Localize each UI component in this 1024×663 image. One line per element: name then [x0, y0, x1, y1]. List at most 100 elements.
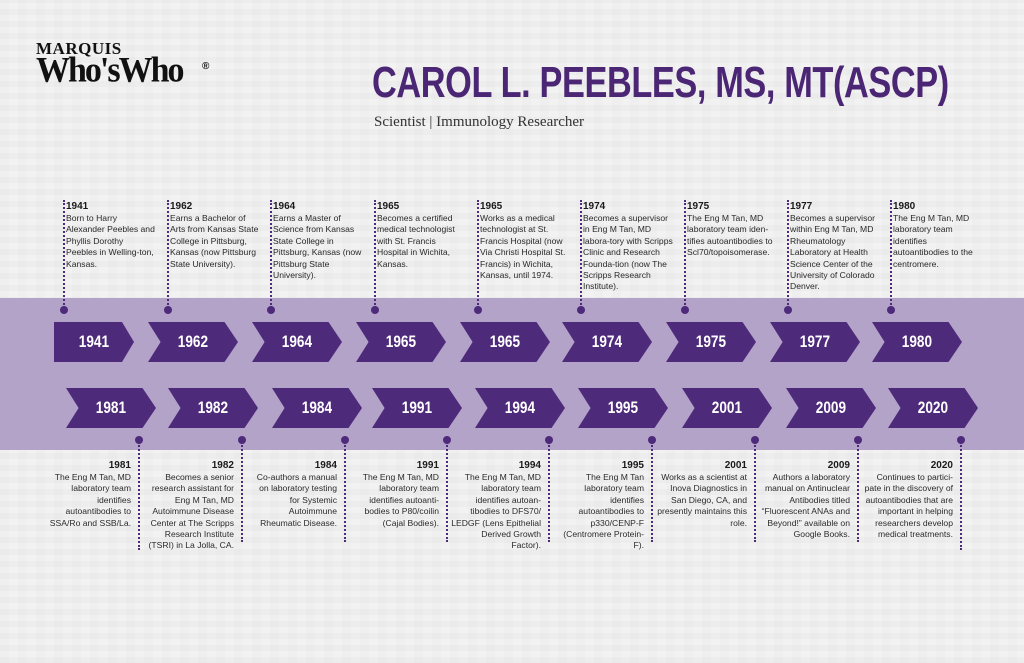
timeline-event-top: 1977 Becomes a supervisor within Eng M Ta…	[790, 201, 880, 293]
event-description: Works as a scientist at Inova Diagnostic…	[657, 472, 747, 528]
timeline-connector	[684, 200, 686, 308]
event-year: 1965	[377, 201, 400, 212]
year-chevron: 1994	[475, 388, 565, 428]
event-year: 1965	[480, 201, 503, 212]
timeline-dot-icon	[854, 436, 862, 444]
timeline-event-bottom: 1982 Becomes a senior research assistant …	[144, 460, 234, 552]
timeline-connector	[477, 200, 479, 308]
timeline-event-top: 1965 Becomes a certified medical technolo…	[377, 201, 467, 270]
event-description: The Eng M Tan, MD laboratory team identi…	[451, 472, 541, 551]
chevron-year-label: 1962	[177, 332, 209, 351]
chevron-year-label: 1965	[385, 332, 417, 351]
event-year: 1982	[211, 460, 234, 471]
timeline-connector	[960, 442, 962, 550]
event-year: 1975	[687, 201, 710, 212]
year-chevron: 1995	[578, 388, 668, 428]
chevron-year-label: 2001	[711, 398, 743, 417]
chevron-year-label: 1994	[504, 398, 536, 417]
chevron-year-label: 1974	[591, 332, 623, 351]
year-chevron: 1975	[666, 322, 756, 362]
chevron-year-label: 1982	[197, 398, 229, 417]
timeline-connector	[548, 442, 550, 542]
timeline-event-bottom: 1991 The Eng M Tan, MD laboratory team id…	[349, 460, 439, 529]
timeline-dot-icon	[371, 306, 379, 314]
event-year: 1962	[170, 201, 193, 212]
chevron-year-label: 1995	[607, 398, 639, 417]
timeline-dot-icon	[267, 306, 275, 314]
year-chevron: 1964	[252, 322, 342, 362]
timeline-dot-icon	[648, 436, 656, 444]
timeline-event-bottom: 1995 The Eng M Tan laboratory team identi…	[554, 460, 644, 552]
timeline-event-top: 1975 The Eng M Tan, MD laboratory team id…	[687, 201, 777, 259]
event-description: Works as a medical technologist at St. F…	[480, 213, 566, 281]
chevron-year-label: 1941	[78, 332, 110, 351]
event-year: 1974	[583, 201, 606, 212]
event-year: 2020	[930, 460, 953, 471]
year-chevron: 1974	[562, 322, 652, 362]
timeline-connector	[787, 200, 789, 308]
event-year: 1977	[790, 201, 813, 212]
event-description: Becomes a supervisor in Eng M Tan, MD la…	[583, 213, 673, 292]
page-subtitle: Scientist | Immunology Researcher	[374, 114, 585, 130]
chevron-year-label: 2009	[815, 398, 847, 417]
timeline-connector	[167, 200, 169, 308]
timeline-dot-icon	[164, 306, 172, 314]
chevron-year-label: 1980	[901, 332, 933, 351]
event-description: Co-authors a manual on laboratory testin…	[256, 472, 337, 528]
year-chevron: 1965	[460, 322, 550, 362]
timeline-connector	[241, 442, 243, 542]
timeline-dot-icon	[60, 306, 68, 314]
timeline-event-top: 1962 Earns a Bachelor of Arts from Kansas…	[170, 201, 260, 270]
timeline-event-top: 1974 Becomes a supervisor in Eng M Tan, M…	[583, 201, 673, 293]
timeline-dot-icon	[135, 436, 143, 444]
year-chevron: 1982	[168, 388, 258, 428]
year-chevron: 1941	[54, 322, 134, 362]
timeline-dot-icon	[443, 436, 451, 444]
event-year: 1981	[108, 460, 131, 471]
event-description: Becomes a senior research assistant for …	[148, 472, 234, 551]
timeline-event-bottom: 1981 The Eng M Tan, MD laboratory team id…	[41, 460, 131, 529]
chevron-year-label: 1981	[95, 398, 127, 417]
year-chevron: 2001	[682, 388, 772, 428]
event-year: 1984	[314, 460, 337, 471]
timeline-dot-icon	[474, 306, 482, 314]
timeline-event-top: 1941 Born to Harry Alexander Peebles and …	[66, 201, 156, 270]
timeline-event-bottom: 1984 Co-authors a manual on laboratory te…	[247, 460, 337, 529]
chevron-year-label: 1975	[695, 332, 727, 351]
timeline-dot-icon	[887, 306, 895, 314]
year-chevron: 1984	[272, 388, 362, 428]
timeline-connector	[138, 442, 140, 550]
timeline-event-top: 1964 Earns a Master of Science from Kansa…	[273, 201, 363, 281]
timeline-connector	[63, 200, 65, 308]
event-year: 1995	[621, 460, 644, 471]
year-chevron: 1991	[372, 388, 462, 428]
timeline-dot-icon	[545, 436, 553, 444]
timeline-connector	[446, 442, 448, 542]
year-chevron: 1962	[148, 322, 238, 362]
event-description: The Eng M Tan, MD laboratory team identi…	[362, 472, 439, 528]
event-description: Continues to partici-pate in the discove…	[864, 472, 953, 540]
event-description: Becomes a certified medical technologist…	[377, 213, 455, 269]
year-chevron: 1977	[770, 322, 860, 362]
timeline-connector	[270, 200, 272, 308]
event-year: 2001	[724, 460, 747, 471]
event-description: The Eng M Tan laboratory team identifies…	[563, 472, 644, 551]
chevron-year-label: 1964	[281, 332, 313, 351]
marquis-whos-who-logo: MARQUIS Who'sWho ®	[36, 39, 209, 88]
chevron-year-label: 2020	[917, 398, 949, 417]
event-description: Born to Harry Alexander Peebles and Phyl…	[66, 213, 155, 269]
event-year: 1980	[893, 201, 916, 212]
event-description: The Eng M Tan, MD laboratory team identi…	[49, 472, 131, 528]
timeline-dot-icon	[341, 436, 349, 444]
event-description: The Eng M Tan, MD laboratory team identi…	[893, 213, 973, 269]
timeline-dot-icon	[238, 436, 246, 444]
year-chevron: 1980	[872, 322, 962, 362]
logo-marquis-text: MARQUIS	[36, 39, 122, 58]
event-year: 1991	[416, 460, 439, 471]
event-description: The Eng M Tan, MD laboratory team iden-t…	[687, 213, 773, 258]
page-title: CAROL L. PEEBLES, MS, MT(ASCP)	[372, 58, 949, 107]
chevron-year-label: 1984	[301, 398, 333, 417]
timeline-event-bottom: 2001 Works as a scientist at Inova Diagno…	[657, 460, 747, 529]
year-chevron: 2009	[786, 388, 876, 428]
event-description: Authors a laboratory manual on Antinucle…	[761, 472, 850, 540]
